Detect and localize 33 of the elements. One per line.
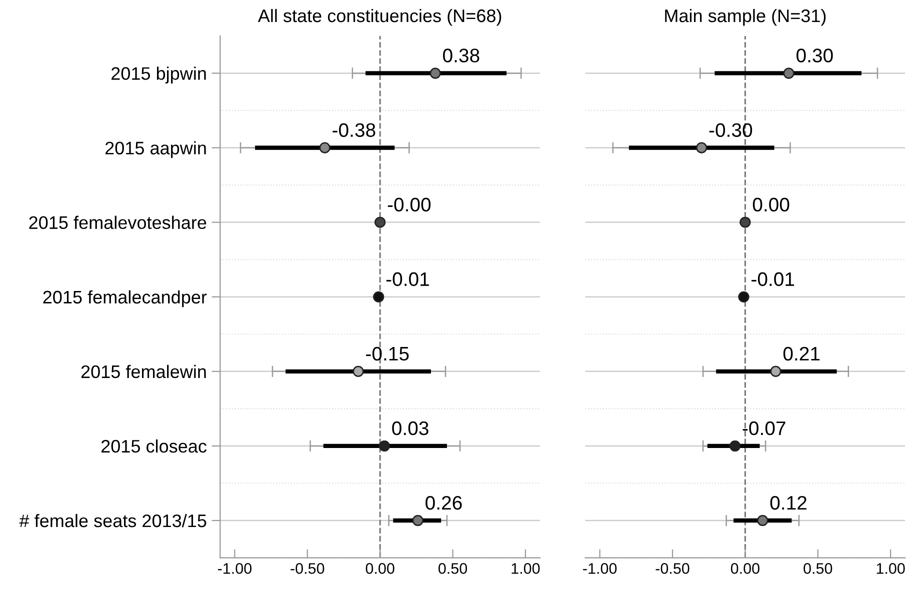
- data-label: -0.38: [332, 123, 376, 137]
- x-tick-label: -0.50: [290, 563, 324, 574]
- data-label: 0.30: [796, 48, 833, 62]
- data-label: -0.01: [752, 272, 794, 286]
- data-label: 0.38: [443, 48, 480, 62]
- x-tick-label: 1.00: [876, 563, 905, 574]
- y-tick-label: 2015 closeac: [101, 439, 206, 453]
- data-label: 0.00: [752, 198, 790, 212]
- y-tick-label: 2015 femalecandper: [43, 290, 207, 308]
- data-label: -0.07: [742, 421, 786, 436]
- y-tick-label: 2015 femalevoteshare: [29, 216, 206, 230]
- chart-title: All state constituencies (N=68): [258, 8, 502, 26]
- chart-title: Main sample (N=31): [665, 8, 826, 26]
- data-label: 0.26: [426, 496, 462, 510]
- x-tick-label: -1.00: [583, 563, 617, 574]
- x-tick-label: 0.00: [730, 563, 760, 574]
- x-tick-label: 1.00: [512, 563, 540, 574]
- data-label: -0.30: [709, 123, 752, 137]
- y-tick-label: # female seats 2013/15: [19, 514, 206, 528]
- data-label: -0.00: [388, 198, 431, 212]
- y-tick-label: 2015 aapwin: [105, 141, 206, 158]
- x-tick-label: -0.50: [656, 563, 690, 574]
- y-tick-label: 2015 femalewin: [81, 364, 206, 378]
- data-label: -0.15: [366, 346, 409, 361]
- x-tick-label: 0.50: [438, 563, 468, 574]
- x-tick-label: 0.50: [804, 563, 832, 574]
- data-label: 0.21: [783, 346, 820, 361]
- data-label: 0.12: [770, 496, 806, 510]
- x-tick-label: -1.00: [218, 563, 252, 574]
- data-label: 0.03: [392, 421, 428, 436]
- data-label: -0.01: [386, 272, 429, 286]
- y-tick-label: 2015 bjpwin: [112, 66, 206, 84]
- x-tick-label: 0.00: [366, 563, 394, 574]
